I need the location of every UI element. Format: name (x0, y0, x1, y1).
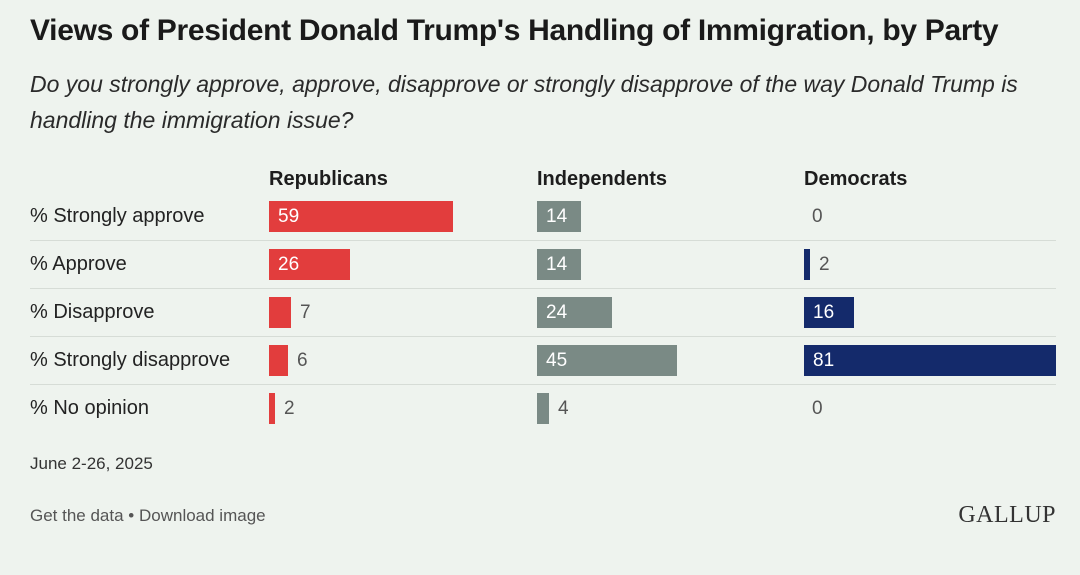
chart-subtitle: Do you strongly approve, approve, disapp… (30, 71, 1018, 133)
row-divider (30, 240, 1056, 241)
get-data-link[interactable]: Get the data (30, 506, 124, 525)
bar-democrats (804, 345, 1056, 376)
date-note: June 2-26, 2025 (30, 454, 153, 473)
bar-republicans (269, 249, 350, 280)
data-label: 0 (812, 206, 823, 227)
data-label: 7 (300, 302, 311, 323)
data-label: 14 (546, 206, 568, 227)
bar-independents (537, 345, 677, 376)
row-divider (30, 288, 1056, 289)
data-label: 2 (819, 254, 830, 275)
data-label: 81 (813, 350, 835, 371)
row-label: % No opinion (30, 397, 149, 419)
footer-separator: • (123, 506, 139, 525)
bar-republicans (269, 201, 453, 232)
data-label: 6 (297, 350, 308, 371)
data-label: 24 (546, 302, 568, 323)
chart-title: Views of President Donald Trump's Handli… (30, 14, 999, 47)
data-label: 45 (546, 350, 568, 371)
data-label: 0 (812, 398, 823, 419)
bar-independents (537, 201, 581, 232)
column-header-democrats: Democrats (804, 168, 908, 190)
row-divider (30, 336, 1056, 337)
data-label: 2 (284, 398, 295, 419)
bar-democrats (804, 249, 810, 280)
bar-independents (537, 249, 581, 280)
column-header-republicans: Republicans (269, 168, 388, 190)
column-header-independents: Independents (537, 168, 668, 190)
bar-democrats (804, 297, 854, 328)
data-label: 59 (278, 206, 300, 227)
bar-republicans (269, 345, 288, 376)
bar-independents (537, 297, 612, 328)
row-label: % Approve (30, 253, 127, 275)
row-divider (30, 384, 1056, 385)
row-label: % Disapprove (30, 301, 155, 323)
bar-independents (537, 393, 549, 424)
data-label: 16 (813, 302, 835, 323)
data-label: 4 (558, 398, 569, 419)
gallup-logo: GALLUP (958, 502, 1056, 528)
data-label: 26 (278, 254, 300, 275)
bar-republicans (269, 393, 275, 424)
data-label: 14 (546, 254, 568, 275)
download-image-link[interactable]: Download image (138, 506, 266, 525)
bar-republicans (269, 297, 291, 328)
row-label: % Strongly approve (30, 205, 205, 227)
footer-links: Get the data • Download image (30, 506, 266, 526)
row-label: % Strongly disapprove (30, 349, 231, 371)
